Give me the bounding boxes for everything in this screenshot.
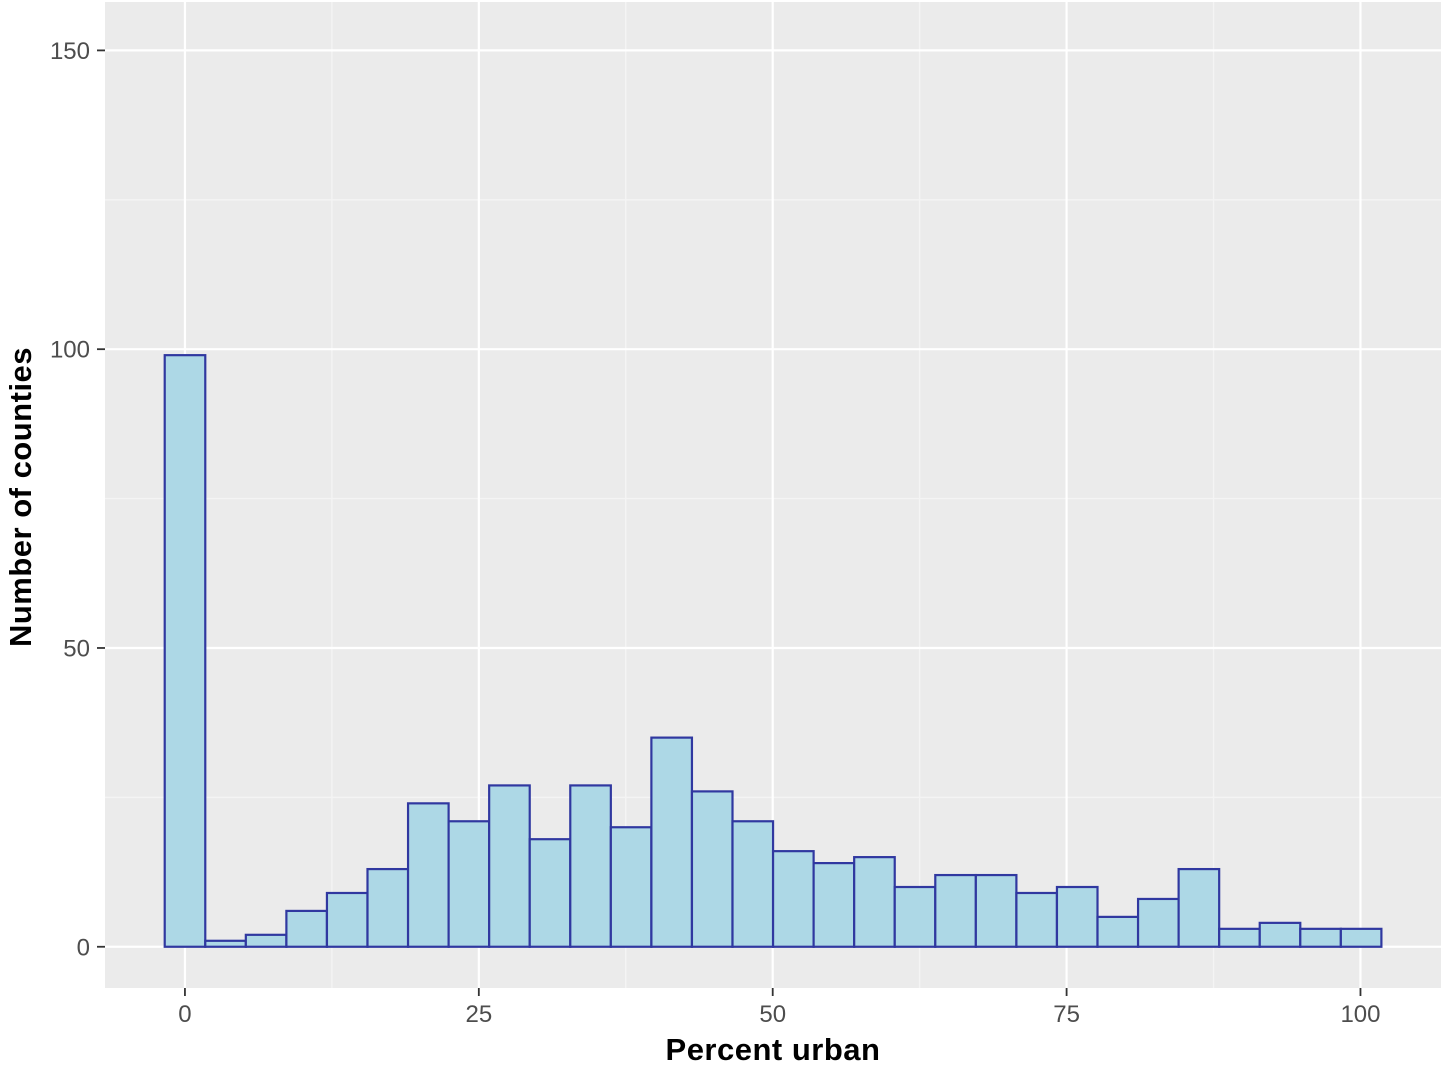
histogram-bar	[1218, 927, 1261, 948]
histogram-bar	[812, 862, 856, 948]
x-tick-label: 0	[178, 1001, 191, 1028]
y-tick-label: 50	[63, 635, 90, 662]
histogram-bar	[1299, 927, 1342, 948]
x-tick-label: 50	[759, 1001, 786, 1028]
histogram-bar	[406, 802, 450, 948]
histogram-bar	[528, 838, 572, 948]
x-tick-label: 25	[465, 1001, 492, 1028]
histogram-bar	[609, 826, 653, 948]
histogram-bar	[569, 784, 612, 948]
histogram-bar	[1339, 927, 1383, 948]
histogram-bar	[1258, 921, 1302, 948]
histogram-bar	[244, 933, 288, 948]
histogram-bar	[285, 909, 329, 948]
histogram-bar	[650, 736, 694, 948]
histogram-bar	[1055, 885, 1099, 948]
y-axis-title: Number of counties	[3, 346, 38, 648]
histogram-bar	[731, 820, 775, 948]
histogram-bar	[488, 784, 531, 948]
histogram-bar	[893, 885, 937, 948]
histogram-bar	[1177, 867, 1221, 948]
histogram-bar	[690, 790, 734, 948]
x-tick-label: 75	[1053, 1001, 1080, 1028]
histogram-bar	[163, 354, 207, 948]
histogram-bar	[771, 850, 815, 948]
histogram-bar	[934, 873, 977, 948]
y-tick-label: 100	[50, 337, 90, 364]
histogram-bar	[1015, 891, 1059, 948]
histogram-bar	[325, 891, 369, 948]
histogram-bar	[1096, 915, 1140, 948]
x-tick-label: 100	[1340, 1001, 1380, 1028]
histogram-bar	[366, 867, 410, 948]
histogram-bar	[1136, 897, 1180, 948]
x-axis-title: Percent urban	[665, 1032, 881, 1067]
y-tick-label: 0	[77, 934, 90, 961]
histogram-bar	[853, 856, 896, 948]
y-tick-label: 150	[50, 38, 90, 65]
histogram-bar	[974, 873, 1018, 948]
histogram-bar	[204, 939, 247, 948]
histogram-bar	[447, 820, 491, 948]
